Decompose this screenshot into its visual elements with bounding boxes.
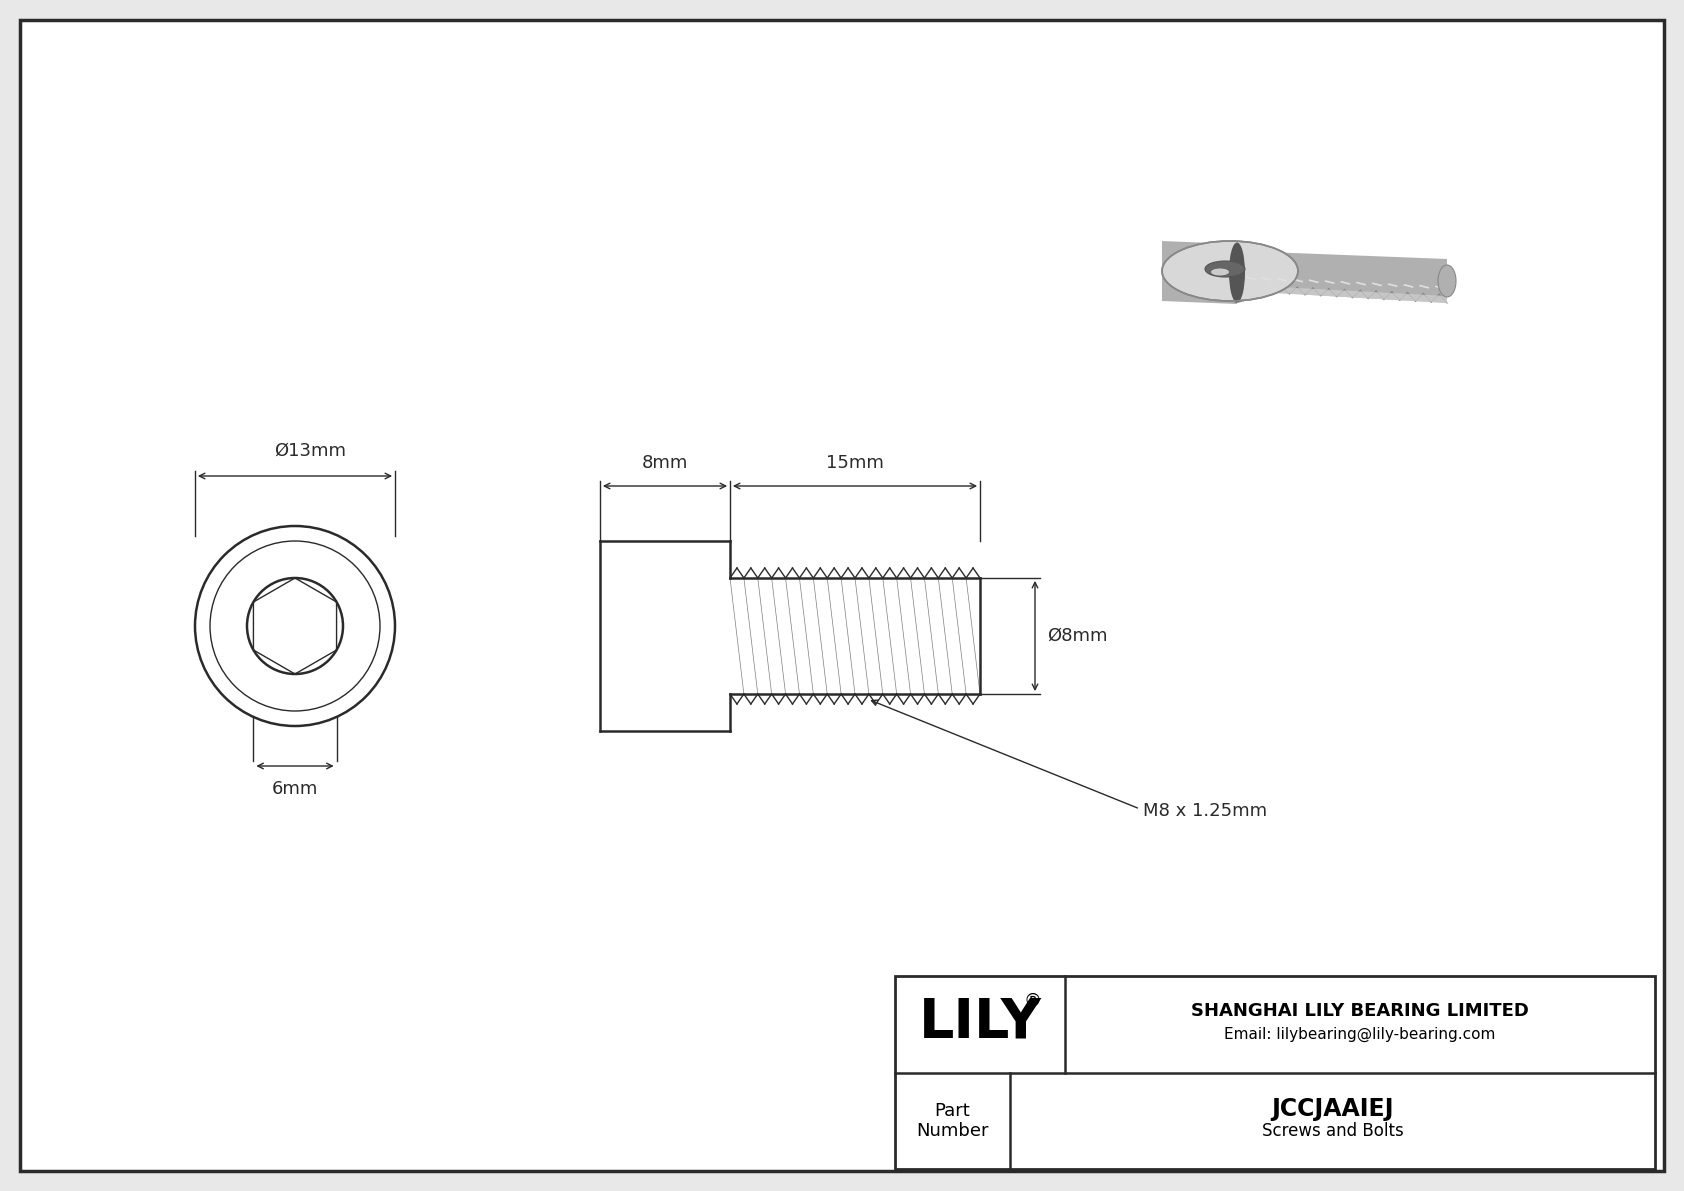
- Text: LILY: LILY: [918, 996, 1041, 1049]
- Bar: [894, 975, 1655, 1170]
- Text: Ø13mm: Ø13mm: [274, 442, 345, 460]
- Text: M8 x 1.25mm: M8 x 1.25mm: [1143, 802, 1266, 819]
- Text: Ø8mm: Ø8mm: [1047, 626, 1108, 646]
- Text: 6mm: 6mm: [271, 780, 318, 798]
- Ellipse shape: [1162, 241, 1298, 301]
- Ellipse shape: [1438, 266, 1457, 297]
- Ellipse shape: [1216, 247, 1258, 303]
- Polygon shape: [1243, 285, 1447, 303]
- Text: SHANGHAI LILY BEARING LIMITED: SHANGHAI LILY BEARING LIMITED: [1191, 1002, 1529, 1019]
- Text: JCCJAAIEJ: JCCJAAIEJ: [1271, 1097, 1394, 1121]
- Ellipse shape: [1229, 243, 1244, 303]
- Ellipse shape: [1206, 261, 1244, 278]
- Text: Email: lilybearing@lily-bearing.com: Email: lilybearing@lily-bearing.com: [1224, 1027, 1495, 1042]
- Text: Part
Number: Part Number: [916, 1102, 989, 1141]
- Text: Screws and Bolts: Screws and Bolts: [1261, 1122, 1403, 1140]
- Text: 15mm: 15mm: [827, 454, 884, 472]
- Polygon shape: [1243, 251, 1447, 303]
- Polygon shape: [1162, 241, 1238, 304]
- Ellipse shape: [1211, 268, 1229, 275]
- Text: 8mm: 8mm: [642, 454, 689, 472]
- Text: ®: ®: [1022, 991, 1041, 1010]
